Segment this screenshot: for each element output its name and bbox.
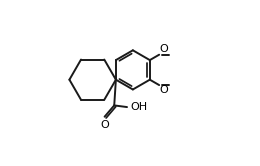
Text: OH: OH: [130, 102, 147, 112]
Text: O: O: [100, 120, 109, 130]
Text: O: O: [160, 85, 168, 95]
Text: O: O: [160, 44, 168, 54]
